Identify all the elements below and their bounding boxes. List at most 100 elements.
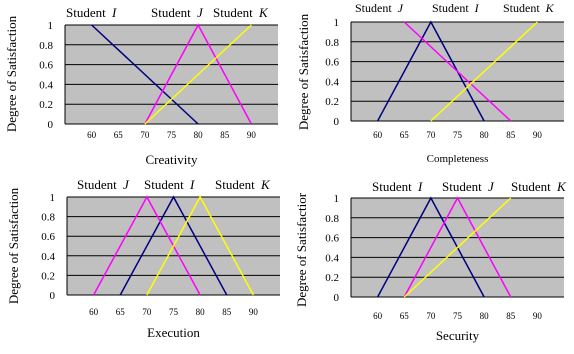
legend-label-letter: K [260, 177, 271, 192]
legend-label: Student J [355, 1, 404, 15]
y-tick-label: 0.8 [39, 40, 53, 52]
x-axis-label: Execution [147, 325, 200, 340]
legend-label-prefix: Student [355, 1, 395, 15]
x-tick-label: 70 [142, 307, 152, 317]
y-tick-label: 0 [334, 292, 340, 304]
y-tick-label: 0.6 [325, 57, 339, 69]
x-tick-label: 65 [400, 311, 410, 321]
y-tick-label: 0.6 [39, 60, 53, 72]
chart-2: 0 0.2 0.4 0.6 0.8 1 60 65 70 75 80 85 90 Degree of Sa… [296, 1, 564, 165]
legend-label: Student I [372, 179, 423, 194]
legend-label: Student I [144, 177, 195, 192]
legend-label: Student J [151, 5, 204, 20]
x-axis-label: Completeness [427, 153, 489, 165]
chart-3: 0 0.2 0.4 0.6 0.8 1 60 65 70 75 80 85 90 Degree of Sa… [6, 177, 280, 340]
x-axis-label: Security [436, 328, 480, 343]
y-axis-label: Degree of Satisfactior [294, 192, 309, 307]
series-line-student-i [376, 196, 485, 298]
series-line-student-k [144, 24, 252, 125]
x-tick-label: 75 [453, 130, 463, 140]
y-tick-label: 1 [334, 17, 340, 29]
x-tick-label: 70 [426, 130, 436, 140]
series-line-student-j [403, 21, 512, 122]
y-tick-label: 1 [48, 20, 54, 32]
x-tick-label: 90 [533, 311, 543, 321]
series-line-student-j [403, 196, 512, 298]
x-tick-label: 75 [169, 307, 179, 317]
x-tick-label: 60 [373, 130, 383, 140]
y-tick-label: 0 [48, 119, 54, 131]
y-tick-label: 0.2 [325, 96, 339, 108]
series-line-student-j [144, 23, 253, 125]
x-tick-label: 90 [247, 130, 257, 140]
x-tick-label: 85 [506, 130, 516, 140]
x-tick-label: 80 [480, 311, 490, 321]
series-line-student-k [146, 195, 255, 296]
x-tick-label: 80 [196, 307, 206, 317]
legend-label: Student K [215, 177, 271, 192]
legend-label-letter: K [556, 179, 567, 194]
legend-label-prefix: Student [442, 179, 485, 194]
y-tick-label: 0.6 [325, 233, 339, 245]
y-axis-label: Degree of Satisfaction [4, 15, 19, 132]
y-tick-label: 0.8 [325, 37, 339, 49]
y-tick-label: 0.4 [41, 251, 55, 263]
x-tick-label: 80 [194, 130, 204, 140]
legend-label-letter: J [197, 5, 204, 20]
x-axis-label: Creativity [146, 152, 198, 167]
legend-label-prefix: Student [77, 177, 120, 192]
legend-label: Student K [511, 179, 567, 194]
y-axis-label: Degree of Satisfaction [296, 13, 311, 130]
legend-label-letter: I [417, 179, 423, 194]
x-tick-label: 85 [222, 307, 232, 317]
legend-label-prefix: Student [144, 177, 187, 192]
y-tick-label: 0.8 [41, 212, 55, 224]
x-tick-label: 65 [114, 130, 124, 140]
x-tick-label: 60 [373, 311, 383, 321]
legend-label: Student J [77, 177, 130, 192]
legend-label-prefix: Student [503, 1, 543, 15]
legend-label-letter: K [258, 5, 269, 20]
legend-label-prefix: Student [432, 1, 472, 15]
legend-label-prefix: Student [372, 179, 415, 194]
legend-label-letter: J [488, 179, 495, 194]
x-tick-label: 75 [453, 311, 463, 321]
legend-label: Student I [66, 5, 117, 20]
legend-label-letter: I [111, 5, 117, 20]
legend-label-letter: K [545, 1, 555, 15]
y-tick-label: 0.4 [325, 76, 339, 88]
legend-label: Student J [442, 179, 495, 194]
y-tick-label: 0 [334, 116, 340, 128]
chart-4: 0 0.2 0.4 0.6 0.8 1 60 65 70 75 80 85 90 Degree of Sa… [294, 179, 567, 343]
legend-label: Student I [432, 1, 480, 15]
legend-label-prefix: Student [511, 179, 554, 194]
y-tick-label: 0.2 [39, 99, 53, 111]
legend-label-letter: I [474, 1, 480, 15]
y-tick-label: 1 [50, 192, 56, 204]
y-tick-label: 0.8 [325, 213, 339, 225]
y-tick-label: 0.4 [325, 252, 339, 264]
series-line-student-i [91, 24, 199, 125]
series-line-student-k [403, 197, 512, 298]
y-axis-label: Degree of Satisfaction [6, 187, 21, 304]
x-tick-label: 60 [89, 307, 99, 317]
legend-label: Student K [503, 1, 555, 15]
legend-label-prefix: Student [151, 5, 194, 20]
y-tick-label: 0.2 [325, 272, 339, 284]
x-tick-label: 85 [506, 311, 516, 321]
y-tick-label: 0 [50, 290, 56, 302]
x-tick-label: 90 [249, 307, 259, 317]
y-tick-label: 0.4 [39, 79, 53, 91]
legend-label-prefix: Student [66, 5, 109, 20]
x-tick-label: 80 [480, 130, 490, 140]
x-tick-label: 85 [220, 130, 230, 140]
legend-label-prefix: Student [213, 5, 256, 20]
legend-label-letter: I [189, 177, 195, 192]
y-tick-label: 0.6 [41, 231, 55, 243]
legend-label-letter: J [398, 1, 404, 15]
legend-label-letter: J [123, 177, 130, 192]
x-tick-label: 65 [400, 130, 410, 140]
legend-label-prefix: Student [215, 177, 258, 192]
x-tick-label: 60 [87, 130, 97, 140]
